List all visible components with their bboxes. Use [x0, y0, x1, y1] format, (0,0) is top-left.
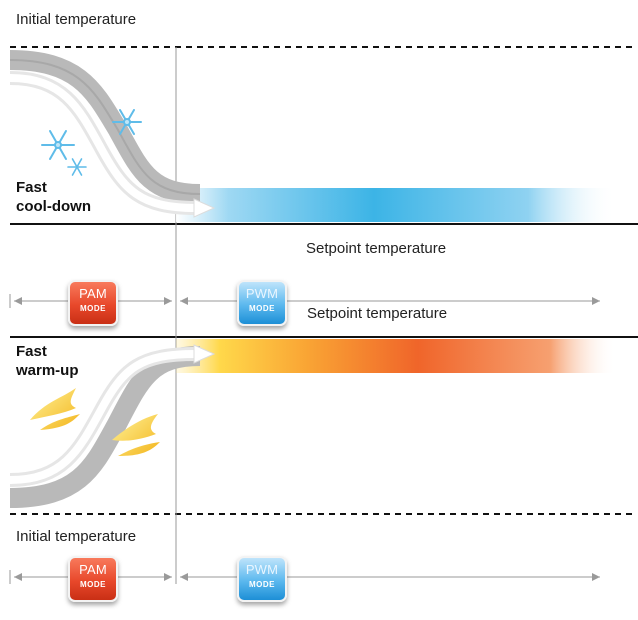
fast-cool-down-line2: cool-down: [16, 198, 91, 215]
flame-icon: [112, 414, 160, 456]
fast-warm-up-label: Fast warm-up: [16, 342, 79, 380]
snowflake-icon: [67, 158, 87, 176]
pwm-mode-badge: PWM MODE: [237, 556, 287, 602]
pwm-badge-mode: MODE: [249, 580, 275, 589]
snowflake-icon: [41, 130, 75, 160]
flame-icon: [30, 388, 80, 430]
fast-cool-down-line1: Fast: [16, 179, 47, 196]
cool-down-curve: [9, 50, 216, 218]
pam-badge-mode: MODE: [80, 304, 106, 313]
pam-mode-badge: PAM MODE: [68, 280, 118, 326]
setpoint-temperature-label-upper: Setpoint temperature: [306, 240, 447, 257]
fast-cool-down-label: Fast cool-down: [16, 178, 91, 216]
pam-mode-badge: PAM MODE: [68, 556, 118, 602]
pam-badge-mode: MODE: [80, 580, 106, 589]
snowflake-icon: [112, 109, 142, 135]
pwm-badge-title: PWM: [245, 286, 279, 301]
cool-down-arrowhead: [193, 198, 216, 218]
pam-badge-title: PAM: [79, 562, 107, 577]
fast-warm-up-line1: Fast: [16, 343, 47, 360]
warm-up-band: [176, 339, 616, 373]
warm-up-arrowhead: [193, 344, 216, 364]
initial-temperature-label-top: Initial temperature: [16, 11, 137, 28]
fast-warm-up-line2: warm-up: [16, 362, 79, 379]
warm-up-curve: [9, 344, 216, 508]
setpoint-temperature-label-lower: Setpoint temperature: [307, 305, 448, 322]
cool-down-band: [176, 188, 616, 222]
pwm-badge-title: PWM: [245, 562, 279, 577]
initial-temperature-label-bottom: Initial temperature: [16, 528, 137, 545]
pwm-badge-mode: MODE: [249, 304, 275, 313]
pwm-mode-badge: PWM MODE: [237, 280, 287, 326]
pam-badge-title: PAM: [79, 286, 107, 301]
